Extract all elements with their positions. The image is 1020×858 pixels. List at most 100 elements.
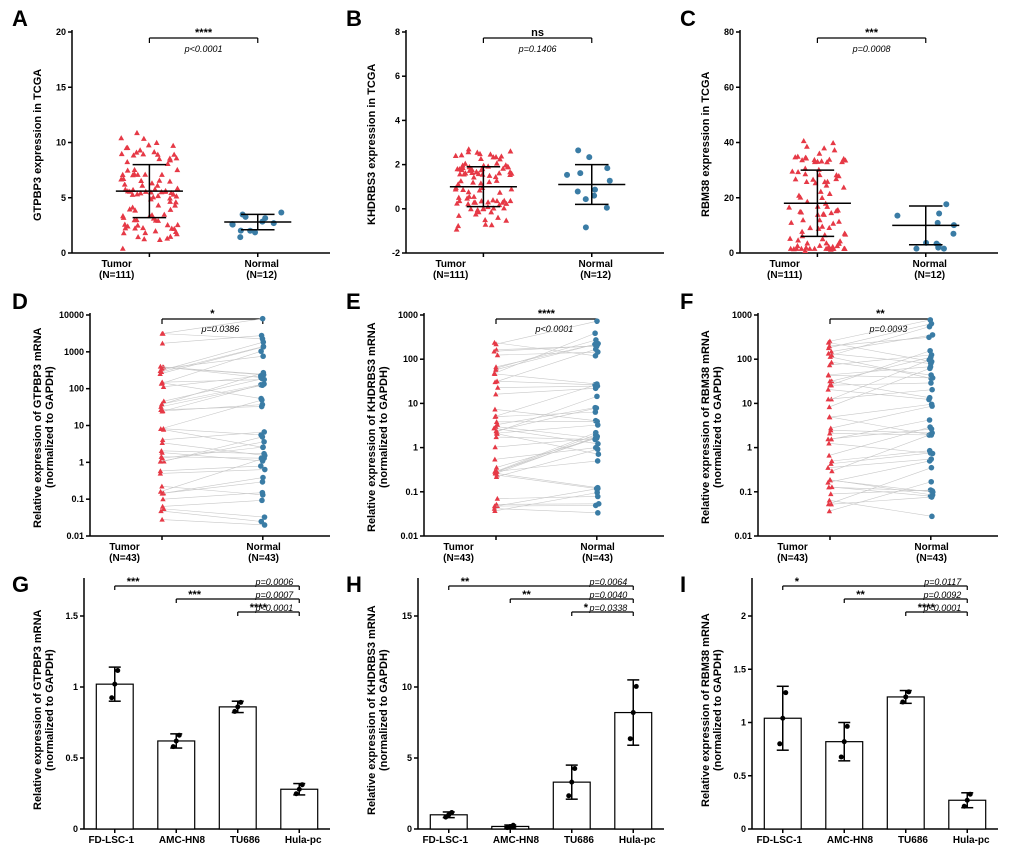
panel-letter: F	[680, 289, 693, 315]
svg-text:**: **	[876, 308, 885, 320]
plot-wrap: GTPBP3 expression in TCGA05101520****p<0…	[14, 8, 338, 285]
svg-text:40: 40	[724, 138, 734, 148]
x-axis-labels: FD-LSC-1AMC-HN8TU686Hula-pc	[56, 833, 334, 846]
panel-H: HRelative expression of KHDRBS3 mRNA (no…	[348, 574, 672, 850]
x-category-label: Tumor (N=111)	[433, 259, 468, 281]
x-category-label: Tumor (N=111)	[767, 259, 802, 281]
panel-F: FRelative expression of RBM38 mRNA (norm…	[682, 291, 1006, 568]
chart-area: 0.010.11101001000****p<0.0001	[390, 291, 668, 540]
chart-area: 00.511.5***p=0.0006***p=0.0007****p<0.00…	[56, 574, 334, 833]
y-axis-label: RBM38 expression in TCGA	[700, 8, 712, 281]
x-category-label: AMC-HN8	[493, 835, 539, 846]
svg-text:****: ****	[538, 308, 556, 320]
chart-area: 0.010.11101001000**p=0.0093	[724, 291, 1002, 540]
svg-text:1000: 1000	[732, 310, 752, 320]
x-category-label: FD-LSC-1	[422, 835, 468, 846]
svg-text:-2: -2	[392, 248, 400, 257]
panel-I: IRelative expression of RBM38 mRNA (norm…	[682, 574, 1006, 850]
chart-area: 0.010.1110100100010000*p=0.0386	[56, 291, 334, 540]
svg-text:1: 1	[73, 682, 78, 692]
x-category-label: Tumor (N=43)	[443, 542, 474, 564]
svg-text:10: 10	[742, 398, 752, 408]
svg-text:0.01: 0.01	[734, 531, 752, 540]
svg-text:p=0.0092: p=0.0092	[922, 590, 961, 600]
svg-text:**: **	[856, 589, 865, 601]
svg-text:0.5: 0.5	[65, 753, 78, 763]
x-category-label: Normal (N=43)	[580, 542, 614, 564]
x-category-label: FD-LSC-1	[88, 835, 134, 846]
x-category-label: TU686	[564, 835, 594, 846]
svg-text:1.5: 1.5	[733, 664, 746, 674]
svg-text:20: 20	[56, 27, 66, 37]
y-axis-label: Relative expression of KHDRBS3 mRNA (nor…	[366, 291, 390, 564]
svg-text:***: ***	[127, 576, 141, 588]
x-category-label: Normal (N=12)	[578, 259, 612, 281]
panel-D: DRelative expression of GTPBP3 mRNA (nor…	[14, 291, 338, 568]
svg-text:100: 100	[403, 354, 418, 364]
x-category-label: FD-LSC-1	[756, 835, 802, 846]
svg-text:20: 20	[724, 193, 734, 203]
plot-wrap: Relative expression of GTPBP3 mRNA (norm…	[14, 291, 338, 568]
svg-text:0.01: 0.01	[66, 531, 84, 540]
plot-wrap: KHDRBS3 expression in TCGA-202468nsp=0.1…	[348, 8, 672, 285]
svg-text:p=0.0117: p=0.0117	[923, 577, 962, 587]
panel-B: BKHDRBS3 expression in TCGA-202468nsp=0.…	[348, 8, 672, 285]
y-axis-label: Relative expression of GTPBP3 mRNA (norm…	[32, 574, 56, 846]
panel-E: ERelative expression of KHDRBS3 mRNA (no…	[348, 291, 672, 568]
svg-text:5: 5	[61, 193, 66, 203]
panel-letter: B	[346, 6, 362, 32]
svg-text:10: 10	[56, 138, 66, 148]
svg-text:0: 0	[73, 824, 78, 833]
panel-letter: I	[680, 572, 686, 598]
y-axis-label: GTPBP3 expression in TCGA	[32, 8, 44, 281]
svg-text:10000: 10000	[59, 310, 84, 320]
chart-area: 020406080***p=0.0008	[712, 8, 1002, 257]
svg-text:0: 0	[395, 204, 400, 214]
x-category-label: Normal (N=43)	[914, 542, 948, 564]
svg-text:p<0.0001: p<0.0001	[535, 324, 574, 334]
plot-wrap: Relative expression of RBM38 mRNA (norma…	[682, 574, 1006, 850]
svg-text:*: *	[210, 308, 215, 320]
svg-text:100: 100	[737, 354, 752, 364]
x-axis-labels: Tumor (N=43) Normal (N=43)	[724, 540, 1002, 564]
svg-text:**: **	[461, 576, 470, 588]
svg-text:***: ***	[188, 589, 202, 601]
svg-text:60: 60	[724, 82, 734, 92]
svg-text:p=0.0064: p=0.0064	[588, 577, 627, 587]
svg-text:1: 1	[413, 443, 418, 453]
chart-area: -202468nsp=0.1406	[378, 8, 668, 257]
svg-text:p=0.0040: p=0.0040	[588, 590, 627, 600]
svg-text:p<0.0001: p<0.0001	[254, 603, 293, 613]
svg-text:10: 10	[408, 398, 418, 408]
x-category-label: Hula-pc	[285, 835, 322, 846]
svg-text:1.5: 1.5	[65, 611, 78, 621]
svg-text:10: 10	[402, 682, 412, 692]
svg-text:5: 5	[407, 753, 412, 763]
svg-text:2: 2	[741, 611, 746, 621]
x-category-label: AMC-HN8	[827, 835, 873, 846]
svg-text:1000: 1000	[64, 347, 84, 357]
panel-G: GRelative expression of GTPBP3 mRNA (nor…	[14, 574, 338, 850]
x-category-label: Tumor (N=43)	[777, 542, 808, 564]
x-axis-labels: Tumor (N=111)Normal (N=12)	[44, 257, 334, 281]
svg-text:p<0.0001: p<0.0001	[922, 603, 961, 613]
svg-text:0: 0	[729, 248, 734, 257]
chart-area: 051015**p=0.0064**p=0.0040*p=0.0338	[390, 574, 668, 833]
y-axis-label: Relative expression of GTPBP3 mRNA (norm…	[32, 291, 56, 564]
svg-text:100: 100	[69, 384, 84, 394]
plot-wrap: Relative expression of RBM38 mRNA (norma…	[682, 291, 1006, 568]
x-axis-labels: Tumor (N=43)Normal (N=43)	[56, 540, 334, 564]
svg-text:1000: 1000	[398, 310, 418, 320]
y-axis-label: Relative expression of KHDRBS3 mRNA (nor…	[366, 574, 390, 846]
svg-text:15: 15	[402, 611, 412, 621]
plot-wrap: Relative expression of KHDRBS3 mRNA (nor…	[348, 291, 672, 568]
chart-area: 05101520****p<0.0001	[44, 8, 334, 257]
svg-text:0.01: 0.01	[400, 531, 418, 540]
x-axis-labels: FD-LSC-1AMC-HN8TU686Hula-pc	[390, 833, 668, 846]
svg-text:p=0.0008: p=0.0008	[852, 44, 891, 54]
svg-text:0: 0	[407, 824, 412, 833]
svg-text:p=0.0007: p=0.0007	[254, 590, 294, 600]
svg-text:ns: ns	[531, 27, 544, 39]
svg-text:0: 0	[741, 824, 746, 833]
svg-text:***: ***	[865, 27, 879, 39]
